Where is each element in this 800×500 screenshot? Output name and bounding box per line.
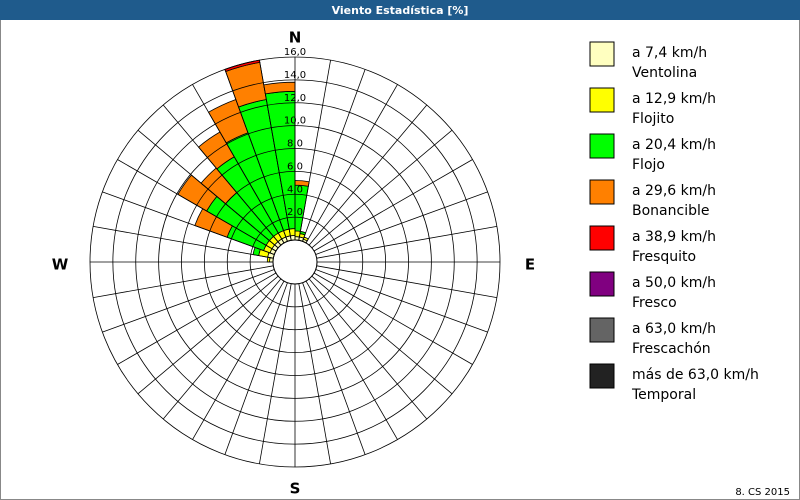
- legend-description: Bonancible: [632, 203, 709, 219]
- legend-description: Frescachón: [632, 341, 711, 357]
- legend-description: Flojito: [632, 111, 674, 127]
- legend-swatch: [589, 317, 615, 343]
- legend-swatch: [589, 133, 615, 159]
- legend-description: Ventolina: [632, 65, 697, 81]
- ring-label: 4,0: [287, 184, 303, 195]
- legend-swatch: [589, 363, 615, 389]
- compass-label: E: [525, 256, 535, 274]
- ring-label: 10,0: [284, 116, 306, 127]
- grid-ring: [181, 148, 409, 376]
- legend-description: Temporal: [631, 387, 696, 403]
- legend-label: a 50,0 km/h: [632, 275, 716, 291]
- ring-label: 6,0: [287, 161, 303, 172]
- legend-label: a 12,9 km/h: [632, 91, 716, 107]
- legend-swatch: [589, 225, 615, 251]
- legend-description: Fresco: [632, 295, 677, 311]
- legend-description: Flojo: [632, 157, 665, 173]
- legend-label: a 29,6 km/h: [632, 183, 716, 199]
- ring-label: 14,0: [284, 70, 306, 81]
- title-bar: [0, 0, 800, 20]
- grid-ring: [203, 170, 387, 354]
- legend-swatch: [589, 87, 615, 113]
- grid-ring: [89, 56, 501, 468]
- grid-ring: [226, 193, 364, 331]
- ring-label: 16,0: [284, 47, 306, 58]
- ring-label: 2,0: [287, 207, 303, 218]
- legend-swatch: [589, 271, 615, 297]
- compass-label: W: [52, 256, 69, 274]
- legend-swatch: [589, 179, 615, 205]
- grid-ring: [135, 102, 455, 422]
- legend-label: a 7,4 km/h: [632, 45, 707, 61]
- ring-label: 12,0: [284, 93, 306, 104]
- grid-ring: [112, 79, 478, 445]
- chart-title: Viento Estadística [%]: [332, 4, 469, 17]
- grid-ring: [249, 216, 341, 308]
- legend-label: a 63,0 km/h: [632, 321, 716, 337]
- footer: 8. CS 2015: [735, 487, 790, 498]
- legend-swatch: [589, 41, 615, 67]
- compass-label: N: [289, 29, 302, 47]
- legend-label: a 20,4 km/h: [632, 137, 716, 153]
- ring-label: 8,0: [287, 139, 303, 150]
- legend-label: a 38,9 km/h: [632, 229, 716, 245]
- grid-ring: [158, 125, 432, 399]
- legend-description: Fresquito: [632, 249, 696, 265]
- compass-label: S: [290, 480, 301, 498]
- legend-label: más de 63,0 km/h: [632, 367, 759, 383]
